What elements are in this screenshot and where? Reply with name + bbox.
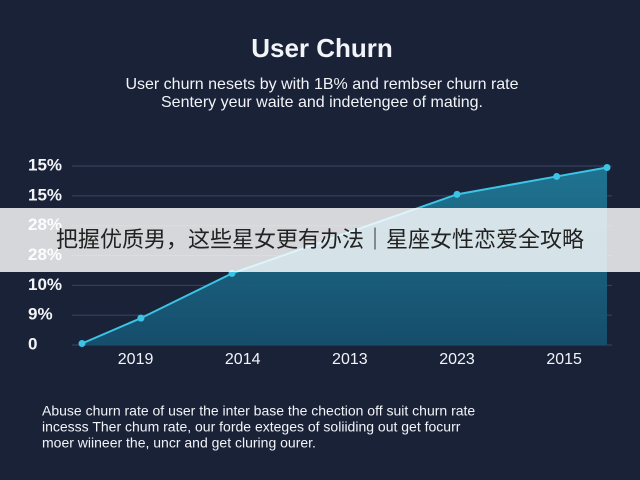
y-tick-label: 9% — [28, 305, 53, 324]
x-tick-label: 2013 — [332, 351, 368, 368]
footer-text: moer wiineer the, uncr and get cluring o… — [42, 435, 316, 451]
point — [137, 314, 145, 322]
x-tick-label: 2014 — [225, 351, 261, 368]
subtitle: User churn nesets by with 1B% and rembse… — [125, 76, 518, 93]
footer-text: Abuse churn rate of user the inter base … — [42, 403, 475, 419]
y-tick-label: 15% — [28, 155, 62, 174]
chart-title: User Churn — [251, 33, 393, 63]
banner-text: 把握优质男，这些星女更有办法｜星座女性恋爱全攻略 — [56, 227, 584, 252]
y-tick-label: 15% — [28, 185, 62, 204]
point — [603, 163, 611, 171]
point — [78, 340, 86, 348]
y-tick-label: 10% — [28, 275, 62, 294]
banner-bg — [0, 208, 640, 272]
footer-text: incesss Ther chum rate, our forde extege… — [42, 419, 461, 435]
point — [453, 190, 461, 198]
x-tick-label: 2015 — [546, 351, 582, 368]
point — [553, 172, 561, 180]
x-tick-label: 2019 — [118, 351, 154, 368]
subtitle: Sentery yeur waite and indetengee of mat… — [161, 94, 483, 111]
x-tick-label: 2023 — [439, 351, 475, 368]
y-tick-label: 0 — [28, 334, 37, 353]
